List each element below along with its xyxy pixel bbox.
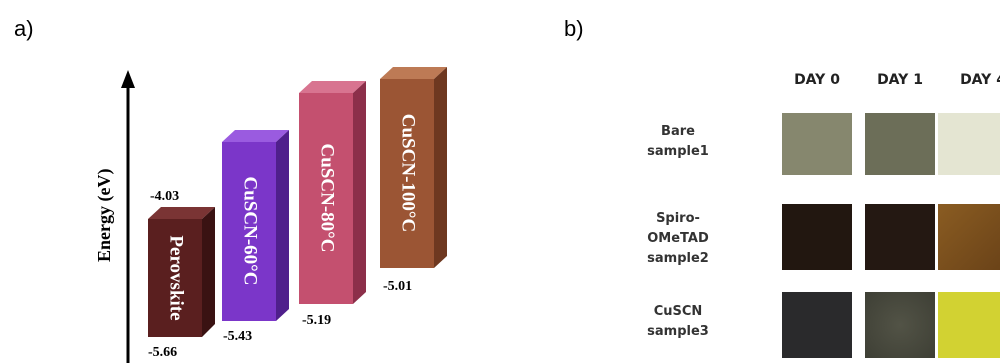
bar-cuscn-60-label: CuSCN-60°C [240, 177, 261, 286]
bar-cuscn-100-side [434, 67, 447, 268]
swatch-cuscn-day0 [782, 292, 852, 358]
day-4-header: DAY 4 [960, 72, 1000, 88]
bar-cuscn-100-label: CuSCN-100°C [398, 114, 419, 232]
cuscn-100-value: -5.01 [383, 279, 412, 294]
top-level-value: -4.03 [150, 189, 179, 204]
swatch-spiro-day4 [938, 204, 1000, 270]
bar-perovskite-top [148, 207, 215, 219]
panel-b-label: b) [564, 16, 584, 41]
energy-axis-label: Energy (eV) [94, 169, 115, 262]
bar-cuscn-60-front [222, 142, 276, 321]
energy-axis-arrowhead [121, 70, 135, 88]
swatch-spiro-day0 [782, 204, 852, 270]
bar-perovskite-label: Perovskite [166, 235, 187, 320]
bar-cuscn-80: CuSCN-80°C [299, 81, 366, 304]
swatch-bare-day4 [938, 113, 1000, 175]
bar-cuscn-100-top [380, 67, 447, 79]
bar-cuscn-80-top [299, 81, 366, 93]
bar-cuscn-60-top [222, 130, 289, 142]
day-0-header: DAY 0 [794, 72, 840, 88]
row-label-spiro: Spiro- OMeTAD sample2 [647, 211, 709, 266]
day-1-header: DAY 1 [877, 72, 923, 88]
bar-perovskite-front [148, 219, 202, 337]
swatch-bare-day1 [865, 113, 935, 175]
energy-level-diagram: a) Energy (eV) Perovskite CuSCN-60°C [14, 16, 447, 363]
bar-cuscn-80-label: CuSCN-80°C [317, 144, 338, 253]
swatch-spiro-day1 [865, 204, 935, 270]
bar-perovskite-side [202, 207, 215, 337]
swatch-bare-day0 [782, 113, 852, 175]
bar-cuscn-100: CuSCN-100°C [380, 67, 447, 268]
bar-cuscn-60: CuSCN-60°C [222, 130, 289, 321]
panel-a-label: a) [14, 16, 34, 41]
bar-cuscn-100-front [380, 79, 434, 268]
row-label-bare: Bare sample1 [647, 124, 709, 159]
bar-cuscn-60-side [276, 130, 289, 321]
swatch-cuscn-day1 [865, 292, 935, 358]
energy-diagram-svg: Energy (eV) Perovskite CuSCN-60°C CuSCN-… [94, 67, 447, 363]
stability-photo-grid: b) DAY 0 DAY 1 DAY 4 Bare sample1 Spiro-… [560, 0, 1000, 363]
cuscn-60-value: -5.43 [223, 329, 252, 344]
perovskite-value: -5.66 [148, 345, 177, 360]
swatch-cuscn-day4 [938, 292, 1000, 358]
cuscn-80-value: -5.19 [302, 313, 331, 328]
bar-cuscn-80-side [353, 81, 366, 304]
bar-cuscn-80-front [299, 93, 353, 304]
row-label-cuscn: CuSCN sample3 [647, 304, 709, 339]
bar-perovskite: Perovskite [148, 207, 215, 337]
